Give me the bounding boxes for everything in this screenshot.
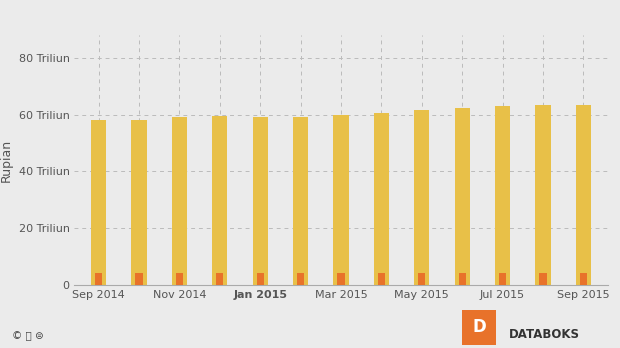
Bar <box>418 272 425 285</box>
Bar <box>216 273 223 285</box>
Bar <box>297 273 304 285</box>
Text: © Ⓒ ⊜: © Ⓒ ⊜ <box>12 331 44 341</box>
Bar <box>257 272 264 285</box>
Bar <box>334 115 348 285</box>
Bar <box>131 120 147 285</box>
Bar <box>539 273 547 285</box>
Bar <box>212 116 228 285</box>
Text: D: D <box>472 318 486 336</box>
Bar <box>252 117 268 285</box>
Bar <box>91 120 106 285</box>
Bar <box>378 272 385 285</box>
Bar <box>535 104 551 285</box>
Bar <box>374 113 389 285</box>
Bar <box>337 273 345 285</box>
Bar <box>293 117 308 285</box>
Bar <box>580 273 587 285</box>
Bar <box>576 104 591 285</box>
Y-axis label: Rupian: Rupian <box>0 139 13 182</box>
Bar <box>176 272 183 285</box>
Bar <box>95 272 102 285</box>
Bar <box>499 272 506 285</box>
Bar <box>135 272 143 285</box>
Bar <box>172 117 187 285</box>
Bar <box>454 108 470 285</box>
Bar <box>459 274 466 285</box>
Bar <box>495 106 510 285</box>
Bar <box>414 110 430 285</box>
Text: DATABOKS: DATABOKS <box>508 327 580 341</box>
